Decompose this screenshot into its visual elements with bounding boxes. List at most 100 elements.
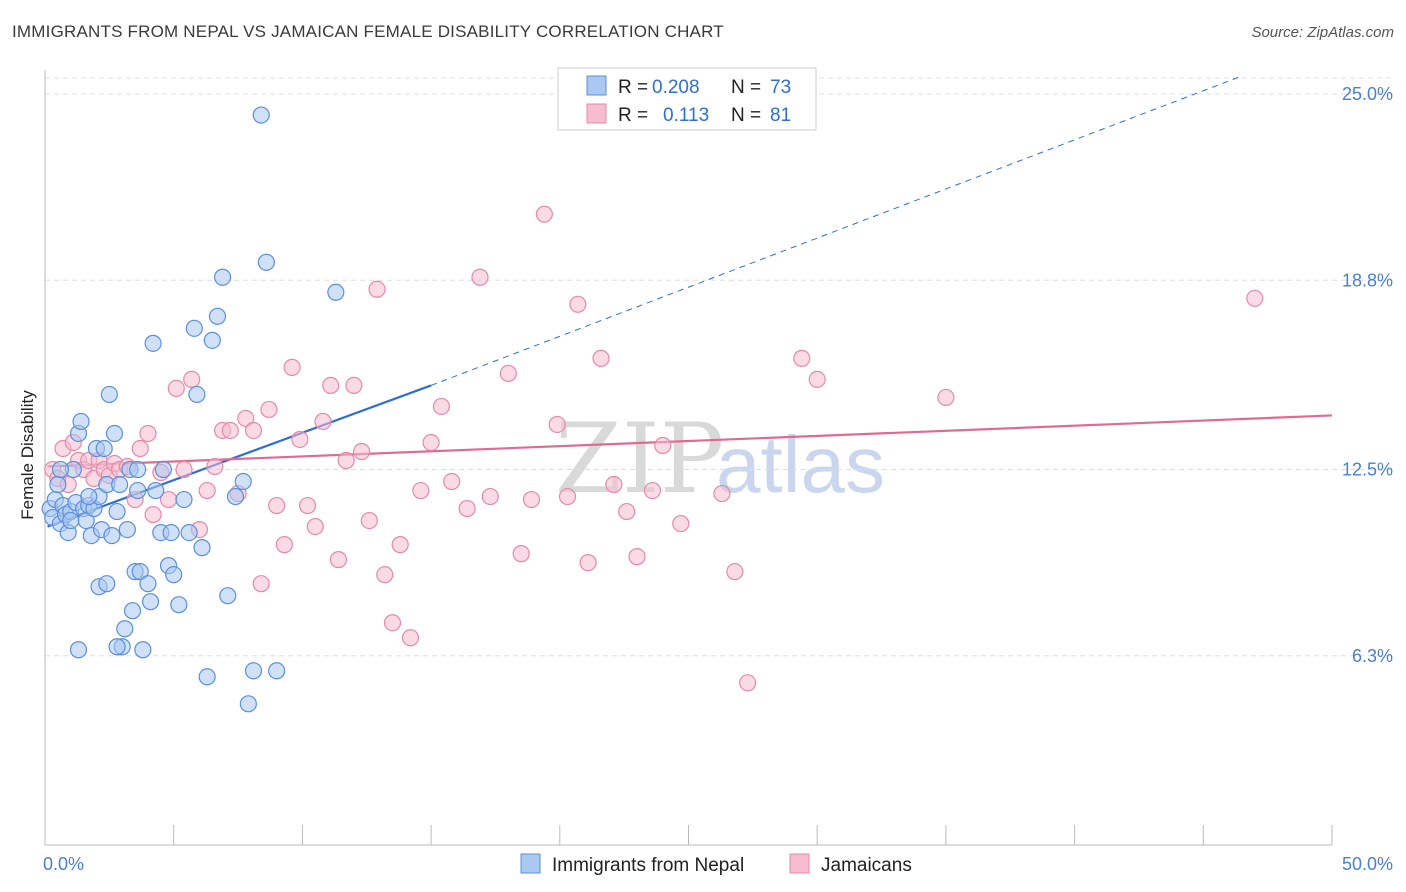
point-jamaicans [512, 545, 530, 563]
y-axis-title: Female Disability [18, 390, 37, 520]
point-jamaicans [605, 475, 623, 494]
point-jamaicans [672, 514, 690, 533]
point-jamaicans [183, 370, 201, 388]
chart-title: IMMIGRANTS FROM NEPAL VS JAMAICAN FEMALE… [12, 22, 724, 41]
point-nepal [162, 523, 180, 542]
point-jamaicans [144, 505, 162, 524]
point-jamaicans [198, 481, 216, 500]
point-nepal [129, 460, 147, 479]
point-nepal [103, 527, 121, 545]
point-nepal [193, 539, 211, 557]
point-jamaicans [569, 295, 587, 313]
point-jamaicans [391, 536, 409, 554]
legend-r-label-jamaicans: R = [618, 105, 648, 126]
point-nepal [234, 472, 252, 491]
point-jamaicans [275, 536, 293, 554]
point-jamaicans [643, 481, 662, 500]
point-jamaicans [322, 376, 340, 395]
trend-line-nepal [47, 384, 432, 528]
y-tick-label: 25.0% [1342, 84, 1393, 104]
point-nepal [185, 319, 203, 337]
point-jamaicans [298, 496, 317, 515]
point-jamaicans [260, 400, 278, 419]
point-jamaicans [206, 457, 224, 476]
legend-n-label-nepal: N = [731, 77, 761, 98]
y-tick-label: 6.3% [1352, 646, 1393, 666]
bottom-legend: Immigrants from Nepal Jamaicans [520, 853, 912, 876]
point-nepal [154, 460, 173, 479]
point-nepal [100, 385, 118, 404]
point-nepal [72, 412, 90, 431]
y-tick-label: 18.8% [1342, 270, 1393, 290]
point-jamaicans [808, 370, 826, 388]
point-jamaicans [422, 433, 440, 452]
point-nepal [144, 334, 162, 352]
point-jamaicans [558, 487, 577, 506]
bottom-legend-label-jamaicans: Jamaicans [821, 855, 912, 876]
data-points [41, 106, 1264, 713]
point-jamaicans [360, 511, 378, 530]
point-jamaicans [471, 268, 489, 286]
point-jamaicans [268, 496, 286, 515]
point-nepal [131, 563, 149, 581]
y-tick-label: 12.5% [1342, 460, 1393, 480]
point-nepal [98, 575, 116, 593]
legend-n-value-jamaicans: 81 [770, 105, 791, 126]
point-jamaicans [713, 484, 731, 503]
point-nepal [257, 253, 275, 271]
point-nepal [147, 481, 165, 500]
point-nepal [219, 587, 237, 605]
point-jamaicans [412, 481, 430, 500]
point-jamaicans [548, 415, 566, 434]
point-nepal [239, 695, 257, 713]
point-nepal [108, 502, 126, 521]
point-jamaicans [401, 629, 420, 647]
point-nepal [95, 439, 113, 458]
point-jamaicans [499, 364, 517, 382]
point-jamaicans [131, 439, 149, 458]
point-nepal [134, 641, 152, 659]
point-jamaicans [579, 554, 597, 572]
point-jamaicans [443, 472, 461, 491]
bottom-legend-swatch-nepal [520, 853, 541, 874]
point-nepal [123, 602, 142, 620]
point-jamaicans [654, 436, 672, 455]
point-jamaicans [376, 566, 394, 584]
point-nepal [214, 268, 232, 286]
point-nepal [69, 641, 88, 659]
point-jamaicans [337, 451, 355, 470]
point-jamaicans [522, 490, 541, 509]
point-jamaicans [628, 548, 646, 566]
grid [45, 77, 1392, 657]
x-tick-label-min: 0.0% [43, 854, 84, 874]
point-jamaicans [139, 424, 157, 443]
source-credit: Source: ZipAtlas.com [1251, 24, 1394, 41]
point-jamaicans [244, 421, 263, 440]
point-nepal [62, 511, 80, 530]
legend-swatch-nepal [586, 75, 607, 96]
point-nepal [165, 566, 183, 584]
point-jamaicans [306, 517, 324, 536]
point-nepal [327, 283, 345, 301]
legend-box: R = 0.208 N = 73 R = 0.113 N = 81 [557, 67, 817, 131]
point-nepal [129, 481, 147, 500]
point-nepal [49, 475, 67, 494]
point-nepal [180, 523, 198, 542]
watermark-zip: ZIP [555, 403, 724, 515]
point-jamaicans [1246, 289, 1264, 307]
point-jamaicans [592, 349, 610, 367]
point-nepal [268, 662, 286, 680]
point-nepal [175, 490, 193, 509]
point-nepal [116, 620, 134, 638]
point-nepal [208, 307, 227, 325]
legend-r-value-jamaicans: 0.113 [663, 105, 709, 126]
trend-lines [47, 75, 1333, 528]
point-jamaicans [345, 376, 363, 395]
point-nepal [139, 575, 157, 593]
point-jamaicans [283, 358, 301, 376]
point-jamaicans [739, 674, 757, 692]
point-jamaicans [535, 205, 553, 223]
point-nepal [252, 106, 270, 124]
trend-line-jamaicans [47, 414, 1333, 468]
